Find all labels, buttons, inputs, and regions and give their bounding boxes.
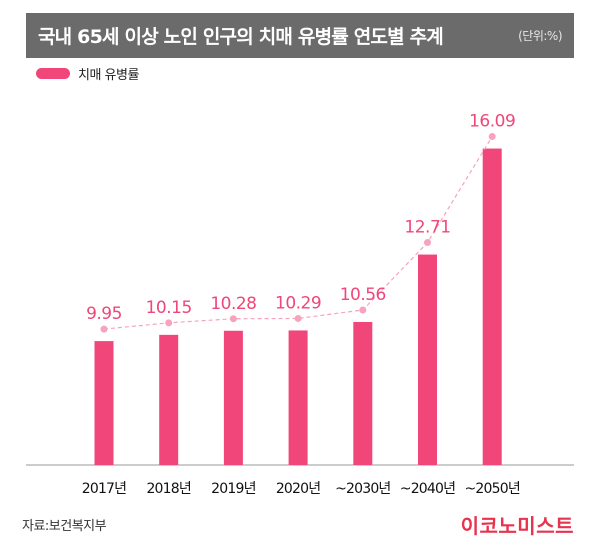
trend-point-0 [100, 325, 108, 333]
source-note: 자료:보건복지부 [22, 519, 107, 534]
value-label-2: 10.28 [210, 294, 256, 314]
category-label-3: 2020년 [276, 481, 321, 497]
category-label-0: 2017년 [82, 481, 127, 497]
bar-4 [353, 321, 373, 465]
bar-3 [288, 330, 308, 465]
trend-point-2 [229, 315, 237, 323]
unit-label: (단위:%) [518, 29, 562, 43]
bar-5 [418, 254, 437, 465]
chart-title: 국내 65세 이상 노인 인구의 치매 유병률 연도별 추계 [38, 26, 444, 48]
value-label-3: 10.29 [275, 293, 321, 313]
value-label-5: 12.71 [404, 218, 450, 238]
value-label-1: 10.15 [146, 298, 192, 318]
bar-6 [482, 148, 502, 466]
category-label-4: ~2030년 [335, 481, 390, 497]
bar-0 [94, 341, 114, 465]
value-label-4: 10.56 [340, 285, 386, 305]
title-bar: 국내 65세 이상 노인 인구의 치매 유병률 연도별 추계 (단위:%) [26, 13, 574, 58]
legend-label: 치매 유병률 [78, 68, 139, 83]
legend: 치매 유병률 [36, 64, 139, 83]
value-label-6: 16.09 [469, 112, 515, 132]
trend-point-3 [294, 314, 302, 322]
bar-2 [223, 330, 243, 465]
trend-point-6 [488, 133, 496, 141]
category-label-1: 2018년 [146, 481, 191, 497]
bar-1 [159, 334, 179, 465]
category-label-5: ~2040년 [400, 481, 455, 497]
trend-point-1 [165, 319, 173, 327]
value-label-0: 9.95 [86, 304, 122, 324]
category-label-2: 2019년 [211, 481, 256, 497]
trend-point-4 [359, 306, 367, 314]
trend-point-5 [424, 239, 431, 247]
legend-swatch [36, 68, 70, 79]
brand-logo: 이코노미스트 [460, 514, 574, 538]
category-label-6: ~2050년 [464, 481, 519, 497]
